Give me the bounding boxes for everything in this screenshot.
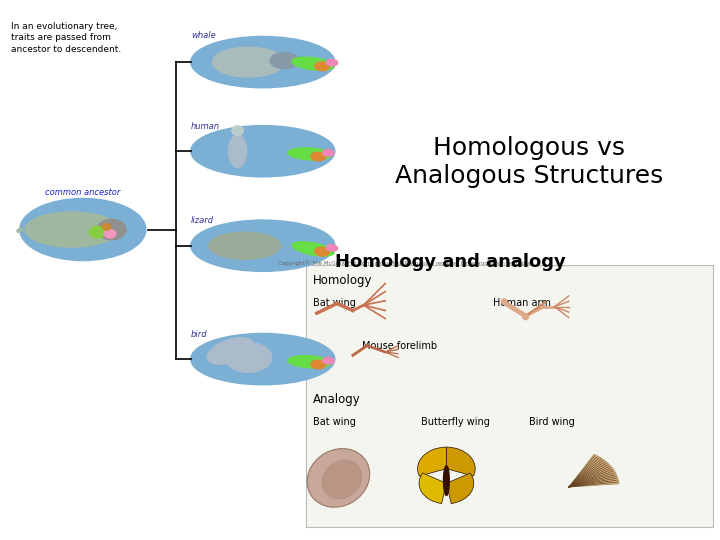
Wedge shape	[419, 473, 446, 503]
Wedge shape	[569, 454, 619, 487]
Wedge shape	[446, 473, 474, 503]
Text: Homologous vs
Analogous Structures: Homologous vs Analogous Structures	[395, 136, 663, 188]
Ellipse shape	[326, 59, 338, 66]
Ellipse shape	[191, 37, 335, 87]
Ellipse shape	[212, 47, 284, 77]
Ellipse shape	[229, 135, 246, 167]
Text: lizard: lizard	[191, 216, 214, 225]
Text: Homology and analogy: Homology and analogy	[335, 253, 565, 271]
Ellipse shape	[191, 333, 335, 384]
Text: Mouse forelimb: Mouse forelimb	[362, 341, 437, 352]
Ellipse shape	[501, 299, 507, 303]
Ellipse shape	[326, 245, 338, 251]
Text: Homology: Homology	[313, 274, 373, 287]
Text: Analogy: Analogy	[313, 393, 361, 406]
Ellipse shape	[232, 126, 243, 136]
Ellipse shape	[270, 52, 299, 69]
Text: common ancestor: common ancestor	[45, 188, 120, 197]
Text: whale: whale	[191, 31, 215, 40]
Ellipse shape	[315, 62, 329, 71]
Ellipse shape	[191, 220, 335, 271]
Wedge shape	[418, 447, 446, 476]
FancyBboxPatch shape	[306, 265, 713, 526]
Ellipse shape	[102, 224, 111, 230]
Ellipse shape	[292, 242, 334, 256]
Text: Bat wing: Bat wing	[313, 298, 356, 308]
Text: In an evolutionary tree,
traits are passed from
ancestor to descendent.: In an evolutionary tree, traits are pass…	[11, 22, 121, 54]
Ellipse shape	[191, 126, 335, 177]
Ellipse shape	[311, 152, 325, 161]
Ellipse shape	[311, 360, 325, 369]
FancyArrowPatch shape	[18, 229, 22, 231]
Ellipse shape	[104, 230, 116, 238]
Text: bird: bird	[191, 329, 207, 339]
Ellipse shape	[288, 148, 331, 160]
Ellipse shape	[20, 198, 145, 261]
Text: Copyright© The McGraw-Hill Companies, Inc. Permission required for reproduction : Copyright© The McGraw-Hill Companies, In…	[279, 260, 535, 266]
Text: Bird wing: Bird wing	[529, 417, 575, 427]
Ellipse shape	[292, 57, 335, 70]
Ellipse shape	[322, 460, 362, 500]
Ellipse shape	[207, 338, 253, 364]
Wedge shape	[446, 447, 475, 476]
Text: Butterfly wing: Butterfly wing	[421, 417, 490, 427]
Text: Bat wing: Bat wing	[313, 417, 356, 427]
Ellipse shape	[89, 226, 105, 238]
Ellipse shape	[288, 356, 331, 368]
Ellipse shape	[225, 342, 271, 373]
Text: human: human	[191, 122, 220, 131]
Ellipse shape	[323, 150, 334, 156]
Ellipse shape	[307, 449, 369, 507]
Ellipse shape	[97, 219, 126, 240]
Ellipse shape	[323, 357, 334, 364]
Ellipse shape	[444, 465, 449, 496]
Ellipse shape	[523, 314, 528, 320]
Text: Human arm: Human arm	[493, 298, 551, 308]
Ellipse shape	[315, 247, 329, 256]
Ellipse shape	[209, 232, 281, 259]
Ellipse shape	[25, 212, 119, 247]
